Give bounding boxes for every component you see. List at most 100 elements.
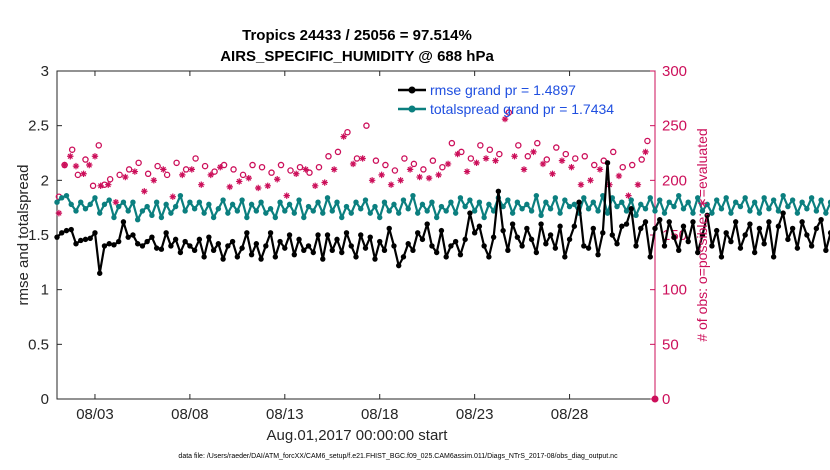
obs-possible-point — [211, 168, 218, 175]
rmse-point — [443, 254, 449, 260]
rmse-point — [704, 212, 710, 219]
rmse-point — [476, 223, 483, 229]
x-tick-label: 08/03 — [76, 406, 114, 423]
legend: rmse grand pr = 1.4897 totalspread grand… — [398, 82, 614, 117]
rmse-point — [334, 236, 340, 243]
rmse-point — [533, 249, 540, 256]
spread-point — [153, 199, 160, 205]
rmse-point — [818, 216, 824, 223]
rmse-point — [813, 225, 820, 232]
spread-point — [680, 206, 687, 212]
obs-possible-point — [82, 156, 89, 163]
obs-evaluated-point — [255, 184, 262, 192]
obs-possible-point — [477, 142, 484, 149]
spread-point — [619, 199, 625, 205]
legend-spread-marker — [408, 105, 416, 113]
spread-point — [248, 201, 255, 208]
spread-point — [827, 199, 830, 205]
obs-evaluated-point — [160, 166, 167, 173]
spread-point — [414, 210, 421, 216]
obs-evaluated-point — [131, 168, 139, 175]
obs-evaluated-point — [311, 182, 319, 189]
rmse-point — [139, 243, 146, 249]
obs-evaluated-point — [226, 183, 233, 191]
obs-evaluated-point — [558, 157, 566, 164]
spread-point — [685, 199, 691, 205]
rmse-point — [206, 234, 212, 240]
spread-point — [770, 197, 777, 203]
rmse-point — [82, 236, 89, 243]
obs-possible-point — [448, 139, 456, 147]
obs-possible-point — [591, 161, 598, 169]
spread-point — [438, 203, 445, 210]
spread-point — [543, 199, 549, 205]
spread-point — [182, 208, 188, 214]
rmse-point — [628, 206, 634, 212]
spread-point — [172, 203, 179, 210]
rmse-point — [490, 234, 497, 240]
obs-possible-series — [55, 109, 651, 200]
obs-possible-point — [382, 161, 389, 169]
spread-point — [139, 208, 146, 214]
spread-point — [424, 208, 430, 214]
right-tick-label: 50 — [662, 336, 679, 353]
rmse-point — [201, 254, 207, 260]
rmse-point — [301, 247, 307, 254]
spread-point — [191, 206, 198, 212]
obs-evaluated-point — [283, 192, 290, 199]
rmse-point — [619, 223, 625, 229]
rmse-series — [54, 160, 830, 276]
rmse-point — [239, 245, 245, 251]
spread-point — [585, 206, 592, 212]
obs-possible-point — [296, 163, 304, 171]
obs-evaluated-point — [302, 166, 309, 173]
rmse-point — [538, 221, 544, 227]
obs-possible-point — [344, 128, 351, 136]
x-tick-label: 08/28 — [551, 406, 589, 423]
rmse-point — [144, 238, 150, 245]
spread-point — [225, 210, 231, 216]
spread-point — [386, 208, 392, 214]
obs-evaluated-point — [511, 153, 518, 160]
rmse-point — [505, 247, 511, 254]
spread-point — [642, 206, 649, 212]
rmse-point — [690, 219, 696, 225]
x-tick-label: 08/13 — [266, 406, 304, 423]
obs-evaluated-point — [330, 166, 338, 173]
rmse-point — [766, 219, 772, 225]
obs-evaluated-point — [141, 188, 148, 195]
obs-possible-point — [401, 155, 408, 162]
rmse-point — [339, 249, 345, 256]
obs-evaluated-point — [577, 181, 585, 188]
rmse-point — [462, 236, 468, 243]
rmse-point — [623, 221, 630, 227]
spread-point — [728, 210, 734, 216]
obs-evaluated-point — [112, 199, 120, 206]
spread-point — [73, 208, 79, 214]
rmse-point — [196, 236, 203, 243]
obs-possible-point — [287, 167, 294, 174]
rmse-point — [486, 254, 492, 260]
spread-point — [766, 206, 772, 212]
spread-point — [538, 212, 544, 219]
rmse-point — [377, 238, 383, 245]
spread-point — [718, 206, 725, 212]
rmse-point — [63, 227, 70, 234]
spread-point — [310, 208, 316, 214]
obs-possible-point — [144, 170, 152, 178]
spread-point — [742, 195, 748, 201]
spread-point — [676, 192, 682, 199]
rmse-point — [253, 241, 260, 247]
obs-evaluated-point — [293, 170, 300, 177]
rmse-point — [804, 232, 810, 238]
spread-point — [562, 197, 568, 203]
rmse-point — [823, 247, 829, 254]
spread-point — [277, 199, 283, 205]
spread-point — [334, 199, 340, 205]
spread-point — [780, 192, 786, 199]
obs-possible-point — [325, 153, 332, 160]
obs-possible-point — [315, 163, 323, 171]
spread-point — [263, 210, 269, 216]
spread-point — [709, 210, 715, 216]
spread-point — [253, 208, 260, 214]
